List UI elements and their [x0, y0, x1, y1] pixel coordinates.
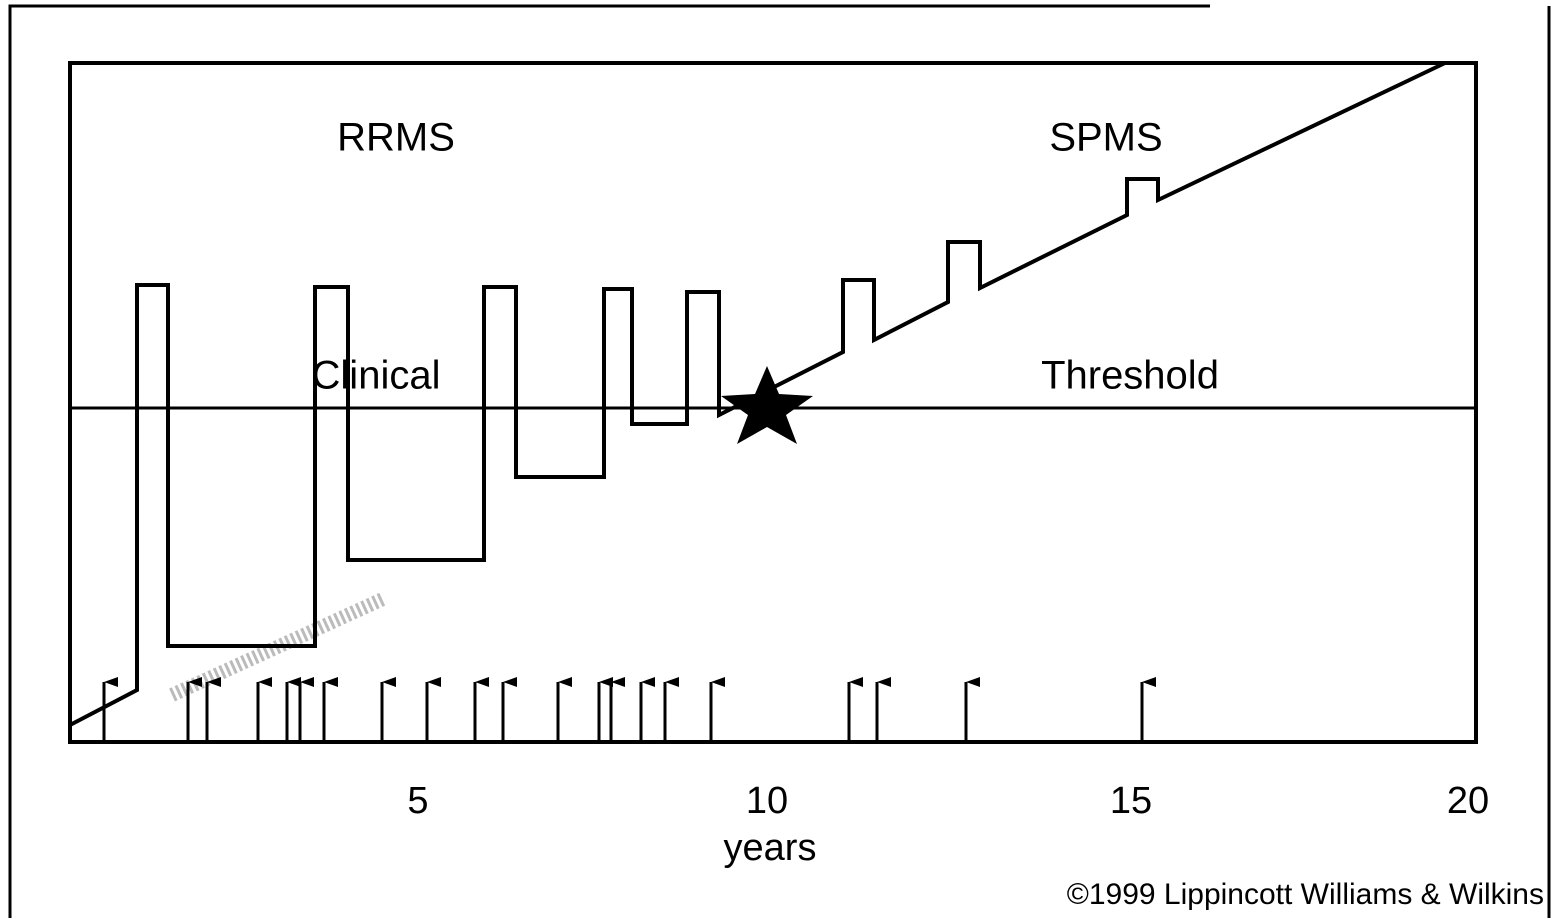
x-axis-label: years	[724, 827, 817, 869]
outer-frame	[8, 4, 1551, 918]
x-tick-label: 10	[746, 780, 788, 822]
x-tick-label: 5	[407, 780, 428, 822]
x-tick-label: 20	[1447, 780, 1489, 822]
rrms-label: RRMS	[337, 116, 455, 160]
clinical-label: Clinical	[312, 354, 441, 398]
relapse-arrows	[102, 677, 1156, 740]
plot-frame	[68, 61, 1478, 744]
conversion-star	[721, 366, 813, 444]
copyright: ©1999 Lippincott Williams & Wilkins	[1067, 878, 1544, 911]
x-tick-label: 15	[1110, 780, 1152, 822]
threshold-label: Threshold	[1041, 354, 1219, 398]
disease-course	[69, 61, 1446, 727]
spms-label: SPMS	[1049, 116, 1162, 160]
